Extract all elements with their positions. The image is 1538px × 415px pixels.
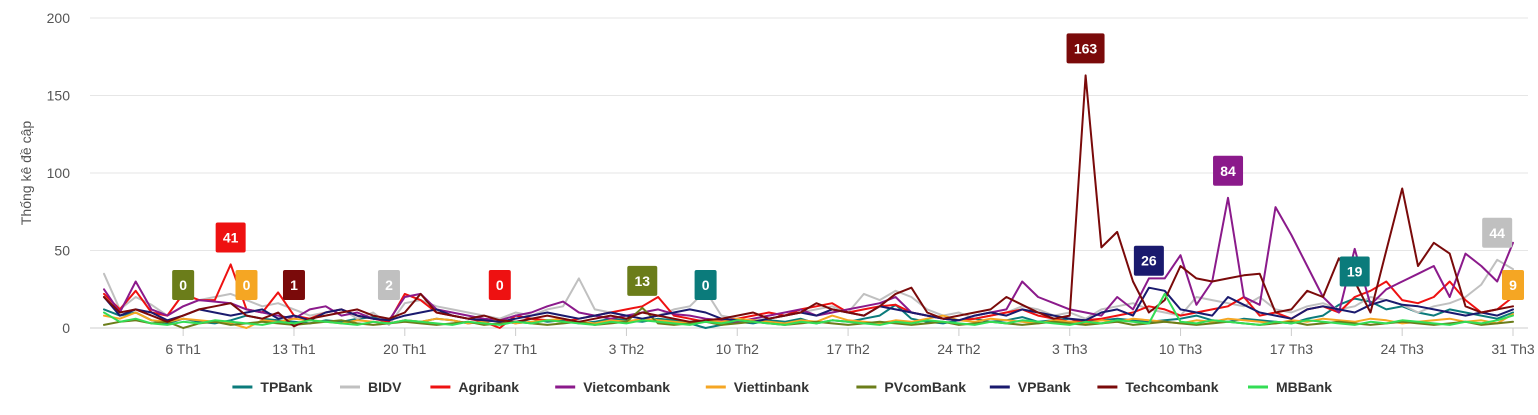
x-tick-label: 13 Th1 — [272, 341, 316, 357]
data-label-techcombank: 163 — [1066, 33, 1105, 64]
legend-label: BIDV — [368, 379, 402, 395]
data-label-badge — [1066, 33, 1105, 64]
data-label-badge — [172, 270, 195, 300]
data-label-text: 2 — [385, 277, 393, 293]
legend-item-tpbank[interactable]: TPBank — [232, 379, 313, 395]
y-tick-label: 200 — [47, 10, 71, 26]
data-label-badge — [282, 270, 305, 300]
legend-item-bidv[interactable]: BIDV — [340, 379, 402, 395]
legend-label: VPBank — [1018, 379, 1071, 395]
data-label-pvcombank: 13 — [627, 265, 658, 296]
data-label-text: 0 — [496, 277, 504, 293]
legend-label: TPBank — [260, 379, 312, 395]
y-tick-label: 150 — [47, 88, 71, 104]
data-label-vpbank: 26 — [1133, 245, 1164, 276]
data-label-badge — [1339, 256, 1370, 287]
x-tick-label: 27 Th1 — [494, 341, 538, 357]
y-tick-label: 100 — [47, 165, 71, 181]
data-label-text: 41 — [223, 229, 239, 245]
data-label-text: 1 — [290, 277, 298, 293]
data-label-text: 163 — [1074, 40, 1098, 56]
legend-item-techcombank[interactable]: Techcombank — [1097, 379, 1219, 395]
legend: TPBank BIDV Agribank Vietcombank Viettinbank… — [232, 379, 1332, 395]
y-axis: 0 50 100 150 200 Thống kê đề cập — [18, 10, 70, 336]
legend-item-agribank[interactable]: Agribank — [430, 379, 519, 395]
data-label-techcombank: 1 — [282, 270, 305, 300]
data-label-badge — [1133, 245, 1164, 276]
y-axis-title: Thống kê đề cập — [18, 121, 34, 226]
x-tick-label: 24 Th3 — [1381, 341, 1425, 357]
x-tick-label: 17 Th3 — [1270, 341, 1314, 357]
x-tick-label: 17 Th2 — [826, 341, 870, 357]
data-label-text: 0 — [702, 277, 710, 293]
x-tick-label: 10 Th3 — [1159, 341, 1203, 357]
data-label-text: 9 — [1509, 277, 1517, 293]
data-label-agribank: 0 — [488, 270, 511, 300]
x-tick-label: 6 Th1 — [165, 341, 201, 357]
data-labels: 0 41 0 1 2 0 13 0 163 84 26 19 44 9 — [172, 33, 1524, 300]
x-tick-label: 10 Th2 — [716, 341, 760, 357]
legend-item-mbbank[interactable]: MBBank — [1248, 379, 1332, 395]
legend-item-vietcombank[interactable]: Vietcombank — [555, 379, 670, 395]
series-lines — [103, 74, 1514, 329]
data-label-tpbank: 19 — [1339, 256, 1370, 287]
x-tick-label: 3 Th2 — [609, 341, 645, 357]
data-label-badge — [215, 222, 246, 253]
data-label-pvcombank: 0 — [172, 270, 195, 300]
data-label-text: 0 — [179, 277, 187, 293]
series-line-vpbank — [103, 286, 1514, 323]
series-line-bidv — [103, 258, 1514, 326]
data-label-vietcombank: 84 — [1213, 155, 1244, 186]
series-line-mbbank — [103, 292, 1514, 326]
data-label-text: 44 — [1489, 225, 1505, 241]
data-label-text: 0 — [243, 277, 251, 293]
data-label-bidv: 2 — [377, 270, 400, 300]
legend-label: Agribank — [458, 379, 519, 395]
data-label-badge — [1213, 155, 1244, 186]
legend-item-pvcombank[interactable]: PVcomBank — [856, 379, 966, 395]
grid-lines — [90, 17, 1528, 329]
legend-label: Viettinbank — [734, 379, 809, 395]
legend-item-viettinbank[interactable]: Viettinbank — [705, 379, 809, 395]
data-label-viettinbank: 0 — [235, 270, 258, 300]
legend-label: MBBank — [1276, 379, 1332, 395]
x-tick-label: 31 Th3 — [1491, 341, 1535, 357]
data-label-badge — [1502, 270, 1524, 300]
data-label-badge — [694, 270, 717, 300]
data-label-badge — [235, 270, 258, 300]
data-label-text: 84 — [1220, 163, 1236, 179]
legend-item-vpbank[interactable]: VPBank — [989, 379, 1071, 395]
legend-label: PVcomBank — [884, 379, 966, 395]
data-label-tpbank: 0 — [694, 270, 717, 300]
series-line-vietcombank — [103, 196, 1514, 323]
y-tick-label: 50 — [54, 243, 70, 259]
data-label-text: 19 — [1347, 264, 1363, 280]
series-line-techcombank — [103, 74, 1514, 328]
data-label-badge — [627, 265, 658, 296]
data-label-text: 13 — [634, 273, 650, 289]
data-label-viettinbank: 9 — [1502, 270, 1524, 300]
y-tick-label: 0 — [62, 320, 70, 336]
legend-label: Vietcombank — [583, 379, 670, 395]
data-label-agribank: 41 — [215, 222, 246, 253]
data-label-bidv: 44 — [1482, 217, 1513, 248]
data-label-badge — [377, 270, 400, 300]
x-axis: 6 Th1 13 Th1 20 Th1 27 Th1 3 Th2 10 Th2 17 Th2… — [165, 328, 1535, 357]
x-tick-label: 24 Th2 — [937, 341, 981, 357]
legend-label: Techcombank — [1125, 379, 1218, 395]
data-label-text: 26 — [1141, 253, 1157, 269]
data-label-badge — [1482, 217, 1513, 248]
data-label-badge — [488, 270, 511, 300]
x-tick-label: 3 Th3 — [1052, 341, 1088, 357]
x-tick-label: 20 Th1 — [383, 341, 427, 357]
